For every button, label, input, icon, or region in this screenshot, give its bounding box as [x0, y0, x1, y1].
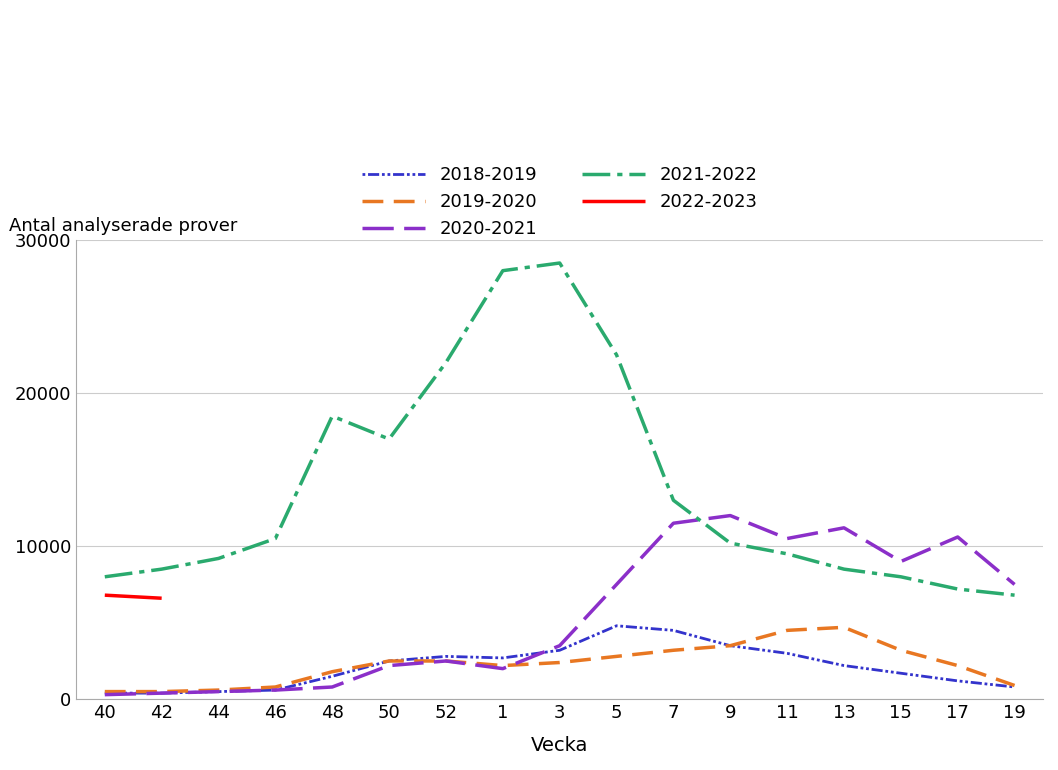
2020-2021 — [951, 532, 964, 541]
2021-2022 — [98, 572, 111, 581]
2020-2021 — [894, 557, 907, 566]
Line: 2022-2023: 2022-2023 — [105, 595, 162, 598]
2019-2020 — [553, 658, 566, 667]
2018-2019 — [1008, 682, 1021, 691]
2019-2020 — [383, 656, 396, 665]
2021-2022 — [213, 554, 225, 563]
2021-2022 — [781, 549, 794, 558]
X-axis label: Vecka: Vecka — [531, 736, 588, 755]
2019-2020 — [213, 685, 225, 695]
Line: 2020-2021: 2020-2021 — [105, 516, 1015, 695]
2018-2019 — [440, 651, 453, 661]
2020-2021 — [1008, 580, 1021, 589]
2021-2022 — [951, 584, 964, 594]
2021-2022 — [894, 572, 907, 581]
2020-2021 — [781, 534, 794, 543]
Legend: 2018-2019, 2019-2020, 2020-2021, 2021-2022, 2022-2023: 2018-2019, 2019-2020, 2020-2021, 2021-20… — [352, 157, 767, 247]
2020-2021 — [496, 664, 509, 673]
2018-2019 — [894, 668, 907, 678]
2021-2022 — [667, 496, 679, 505]
2019-2020 — [1008, 681, 1021, 690]
2018-2019 — [553, 646, 566, 655]
2020-2021 — [553, 641, 566, 651]
2019-2020 — [496, 661, 509, 670]
2021-2022 — [326, 411, 339, 420]
2022-2023 — [98, 591, 111, 600]
2019-2020 — [894, 646, 907, 655]
2018-2019 — [724, 641, 736, 651]
2020-2021 — [383, 661, 396, 670]
2018-2019 — [610, 621, 623, 631]
2021-2022 — [156, 564, 168, 574]
2019-2020 — [326, 667, 339, 676]
2019-2020 — [156, 687, 168, 696]
Line: 2018-2019: 2018-2019 — [105, 626, 1015, 693]
2021-2022 — [610, 350, 623, 360]
Line: 2021-2022: 2021-2022 — [105, 263, 1015, 595]
2021-2022 — [553, 259, 566, 268]
2019-2020 — [440, 656, 453, 665]
2020-2021 — [838, 523, 851, 532]
2018-2019 — [269, 685, 281, 695]
2018-2019 — [781, 648, 794, 658]
2022-2023 — [156, 594, 168, 603]
2018-2019 — [326, 671, 339, 681]
2019-2020 — [724, 641, 736, 651]
2021-2022 — [496, 266, 509, 276]
2020-2021 — [269, 685, 281, 695]
2020-2021 — [667, 519, 679, 528]
2021-2022 — [383, 434, 396, 444]
2019-2020 — [98, 687, 111, 696]
2018-2019 — [213, 687, 225, 696]
2019-2020 — [610, 651, 623, 661]
2018-2019 — [98, 688, 111, 698]
2019-2020 — [838, 623, 851, 632]
2018-2019 — [667, 626, 679, 635]
2020-2021 — [440, 656, 453, 665]
2019-2020 — [667, 646, 679, 655]
2019-2020 — [951, 661, 964, 670]
Line: 2019-2020: 2019-2020 — [105, 628, 1015, 691]
2020-2021 — [213, 687, 225, 696]
2020-2021 — [326, 682, 339, 691]
2018-2019 — [951, 676, 964, 685]
2020-2021 — [156, 688, 168, 698]
2018-2019 — [496, 653, 509, 662]
2019-2020 — [781, 626, 794, 635]
2019-2020 — [269, 682, 281, 691]
2021-2022 — [1008, 591, 1021, 600]
2020-2021 — [610, 580, 623, 589]
2020-2021 — [724, 511, 736, 521]
2018-2019 — [383, 656, 396, 665]
2018-2019 — [838, 661, 851, 670]
2021-2022 — [838, 564, 851, 574]
2018-2019 — [156, 688, 168, 698]
2020-2021 — [98, 690, 111, 699]
2021-2022 — [440, 358, 453, 367]
Text: Antal analyserade prover: Antal analyserade prover — [8, 217, 237, 236]
2021-2022 — [269, 534, 281, 543]
2021-2022 — [724, 538, 736, 547]
